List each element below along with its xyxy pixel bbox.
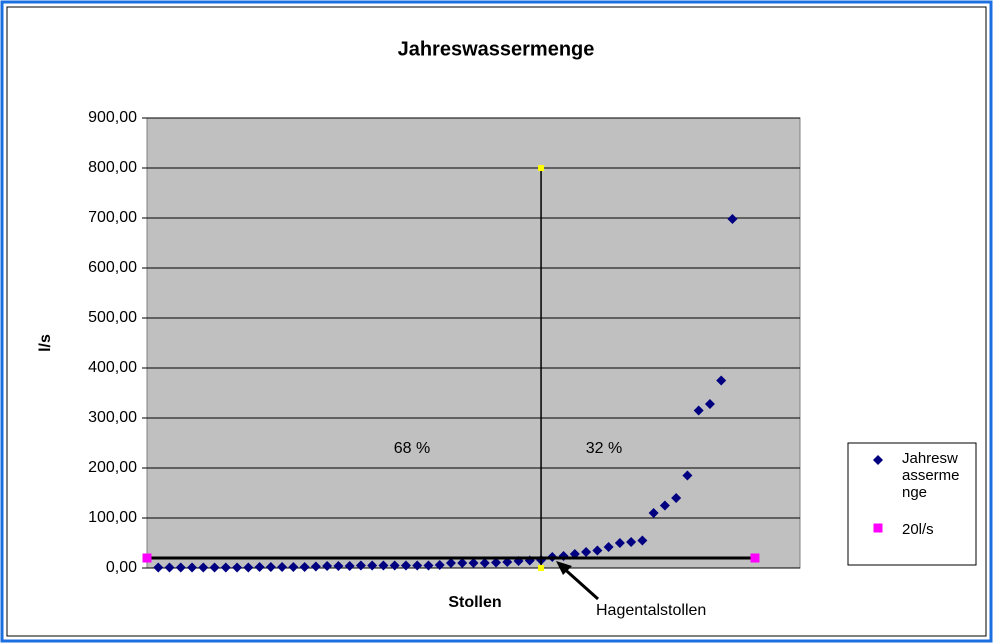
data-point bbox=[538, 565, 545, 571]
data-point bbox=[750, 553, 760, 563]
data-point bbox=[333, 561, 344, 571]
y-tick-label: 500,00 bbox=[88, 309, 137, 326]
data-point bbox=[659, 500, 670, 511]
data-point bbox=[592, 545, 603, 556]
data-point bbox=[378, 560, 389, 571]
data-point bbox=[538, 165, 545, 171]
legend bbox=[847, 442, 977, 566]
inner-frame bbox=[6, 6, 987, 637]
y-tick-label: 700,00 bbox=[88, 209, 137, 226]
data-point bbox=[164, 562, 175, 573]
annotation: 32 % bbox=[586, 440, 622, 457]
y-tick-label: 300,00 bbox=[88, 409, 137, 426]
data-point bbox=[491, 557, 502, 568]
data-point bbox=[299, 562, 310, 572]
y-tick-label: 100,00 bbox=[88, 509, 137, 526]
data-point bbox=[626, 537, 637, 547]
data-point bbox=[693, 405, 704, 416]
data-point bbox=[389, 560, 400, 571]
data-point bbox=[648, 508, 659, 518]
data-point bbox=[322, 561, 333, 571]
y-tick-label: 0,00 bbox=[106, 559, 137, 576]
data-point bbox=[671, 493, 682, 503]
y-tick-label: 400,00 bbox=[88, 359, 137, 376]
data-point bbox=[367, 560, 378, 571]
legend-label: 20l/s bbox=[902, 521, 934, 538]
y-tick-label: 800,00 bbox=[88, 159, 137, 176]
legend-label: Jahreswassermenge bbox=[902, 450, 960, 501]
annotation-arrowhead bbox=[556, 561, 572, 575]
data-point bbox=[468, 558, 479, 568]
data-point bbox=[434, 560, 445, 570]
x-axis-label: Stollen bbox=[448, 594, 501, 611]
data-point bbox=[175, 562, 186, 573]
data-point bbox=[457, 558, 468, 568]
y-axis-label: l/s bbox=[37, 334, 54, 352]
legend-marker bbox=[873, 523, 883, 533]
y-tick-label: 600,00 bbox=[88, 259, 137, 276]
data-point bbox=[581, 547, 592, 557]
data-point bbox=[310, 561, 321, 572]
data-point bbox=[445, 558, 456, 568]
data-point bbox=[198, 562, 209, 573]
data-point bbox=[716, 375, 727, 386]
legend-marker bbox=[873, 455, 883, 465]
annotation: 68 % bbox=[394, 440, 430, 457]
data-point bbox=[637, 535, 648, 546]
y-tick-label: 200,00 bbox=[88, 459, 137, 476]
data-point bbox=[400, 560, 411, 571]
data-point bbox=[412, 560, 423, 571]
data-point bbox=[232, 562, 243, 573]
data-point bbox=[265, 562, 276, 572]
data-point bbox=[187, 562, 198, 573]
data-point bbox=[209, 562, 220, 573]
data-point bbox=[288, 562, 299, 572]
data-point bbox=[682, 470, 693, 481]
data-point bbox=[479, 558, 490, 568]
data-point bbox=[277, 562, 288, 572]
plot-area bbox=[146, 117, 801, 569]
data-point bbox=[423, 560, 434, 571]
data-point bbox=[142, 553, 152, 563]
data-point bbox=[254, 562, 265, 572]
y-tick-label: 900,00 bbox=[88, 109, 137, 126]
chart-title: Jahreswassermenge bbox=[398, 38, 595, 60]
data-point bbox=[153, 562, 164, 573]
data-point bbox=[344, 561, 355, 571]
data-point bbox=[220, 562, 231, 573]
data-point bbox=[614, 538, 625, 548]
data-point bbox=[243, 562, 254, 573]
data-point bbox=[355, 560, 366, 571]
annotation: Hagentalstollen bbox=[596, 602, 706, 619]
data-point bbox=[603, 542, 614, 552]
data-point bbox=[727, 214, 738, 224]
data-point bbox=[704, 399, 715, 409]
